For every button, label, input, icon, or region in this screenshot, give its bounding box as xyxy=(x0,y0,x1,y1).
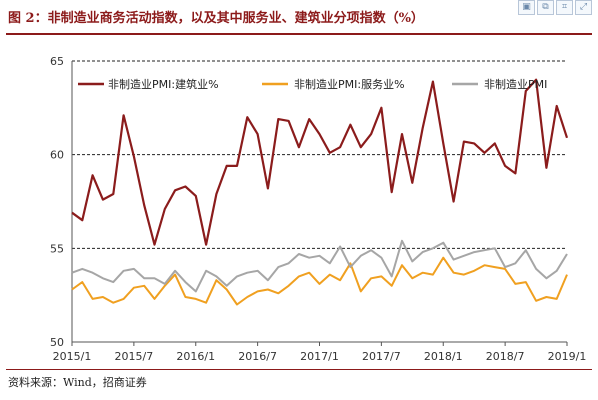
x-tick-label: 2016/7 xyxy=(238,350,277,363)
series-line xyxy=(71,256,568,306)
source-divider xyxy=(6,369,592,370)
expand-icon[interactable]: ⤢ xyxy=(575,0,592,15)
x-tick-label: 2016/1 xyxy=(176,350,215,363)
image-toolbar: ▣ ⧉ ⌗ ⤢ xyxy=(518,0,592,15)
x-tick-label: 2017/1 xyxy=(300,350,339,363)
legend-label: 非制造业PMI xyxy=(484,77,547,91)
x-tick-label: 2015/1 xyxy=(53,350,92,363)
legend-label: 非制造业PMI:服务业% xyxy=(294,77,405,91)
copy-icon[interactable]: ⧉ xyxy=(537,0,554,15)
x-tick-label: 2017/7 xyxy=(362,350,401,363)
x-tick-label: 2015/7 xyxy=(115,350,154,363)
crop-icon[interactable]: ⌗ xyxy=(556,0,573,15)
y-tick-label: 65 xyxy=(50,55,64,68)
source-note: 资料来源：Wind，招商证券 xyxy=(8,376,147,389)
y-tick-label: 50 xyxy=(50,336,64,349)
legend-label: 非制造业PMI:建筑业% xyxy=(108,77,219,91)
series-line xyxy=(71,239,568,293)
title-divider xyxy=(6,33,592,35)
series-line xyxy=(71,78,569,246)
y-tick-label: 60 xyxy=(50,149,64,162)
image-icon[interactable]: ▣ xyxy=(518,0,535,15)
x-tick-label: 2019/1 xyxy=(548,350,587,363)
chart-title: 图 2：非制造业商务活动指数，以及其中服务业、建筑业分项指数（%） xyxy=(8,11,424,26)
x-tick-label: 2018/7 xyxy=(486,350,525,363)
y-tick-label: 55 xyxy=(50,242,64,255)
x-tick-label: 2018/1 xyxy=(424,350,463,363)
